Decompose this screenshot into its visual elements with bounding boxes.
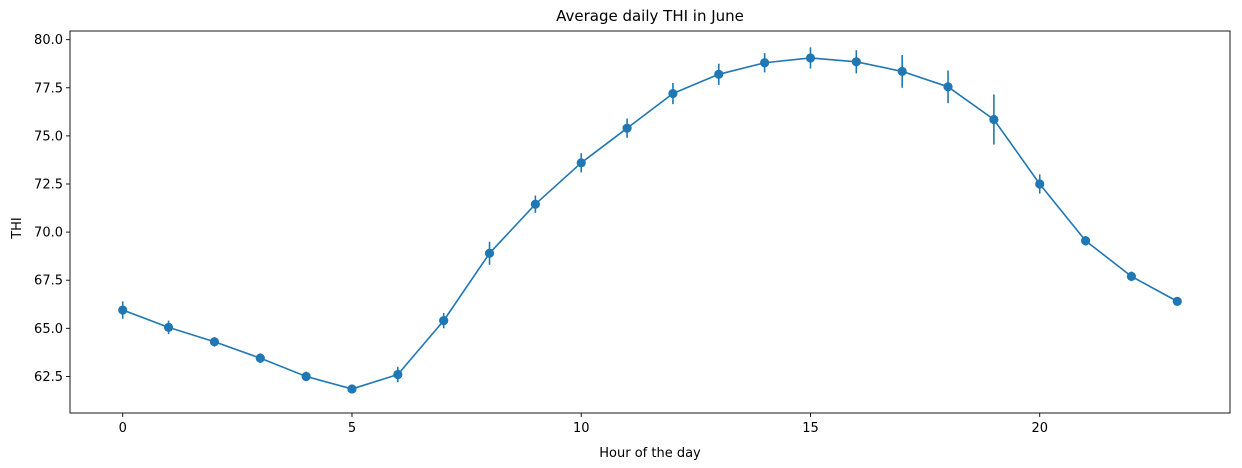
y-axis-label: THI [10, 217, 25, 240]
data-point [393, 369, 403, 380]
data-point [851, 57, 861, 67]
data-point [347, 384, 357, 394]
x-tick-label: 10 [573, 421, 590, 436]
y-tick-label: 75.0 [34, 129, 63, 144]
y-tick-label: 80.0 [34, 33, 63, 48]
x-tick-label: 20 [1031, 421, 1048, 436]
plot-frame [69, 30, 1231, 414]
data-point [118, 305, 128, 315]
x-tick-label: 0 [119, 421, 127, 436]
data-point [209, 337, 220, 347]
data-point [668, 88, 678, 99]
x-tick-label: 15 [802, 421, 819, 436]
y-tick-label: 77.5 [34, 81, 63, 96]
data-point [1126, 271, 1137, 281]
data-point [163, 322, 174, 332]
x-axis-label: Hour of the day [599, 446, 701, 461]
data-point [255, 353, 265, 363]
y-tick-label: 67.5 [34, 274, 63, 289]
y-tick-label: 65.0 [34, 322, 63, 337]
data-point [805, 53, 816, 63]
data-point [714, 69, 724, 79]
y-tick-label: 62.5 [34, 370, 63, 385]
y-tick-label: 72.5 [34, 177, 63, 192]
chart-title: Average daily THI in June [556, 7, 744, 25]
data-point [1080, 236, 1091, 246]
data-point [1172, 296, 1182, 306]
data-point [760, 58, 770, 68]
y-tick-label: 70.0 [34, 226, 63, 241]
data-point [897, 66, 907, 77]
data-point [301, 371, 311, 382]
data-point [576, 158, 586, 168]
data-point [530, 199, 540, 209]
plot-area: 0 5 10 15 20 62.5 65.0 67.5 70.0 72.5 75.0 77.5 80.0 [34, 30, 1231, 436]
data-point [439, 316, 449, 326]
data-point [1035, 179, 1045, 189]
series-line [122, 57, 1178, 390]
x-tick-label: 5 [348, 421, 356, 436]
data-point [943, 82, 953, 92]
data-point [484, 248, 495, 258]
data-point [622, 123, 632, 133]
data-point [989, 114, 999, 125]
